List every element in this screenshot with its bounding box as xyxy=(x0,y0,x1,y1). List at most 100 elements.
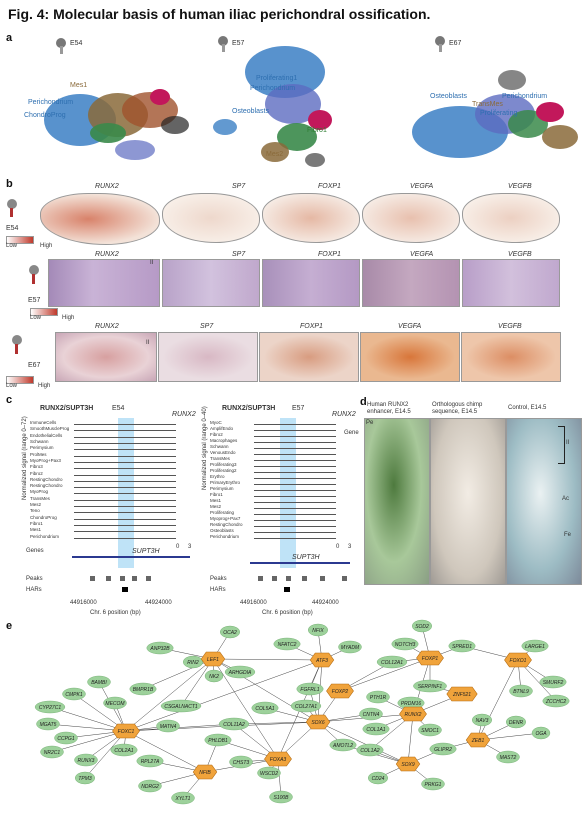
node-label: TPM3 xyxy=(78,776,92,782)
node-label: NOTCH3 xyxy=(395,642,416,648)
figure-title: Fig. 4: Molecular basis of human iliac p… xyxy=(8,6,431,22)
target-node-myadm: MYADM xyxy=(338,640,362,654)
tissue-e67-runx2 xyxy=(55,332,157,382)
track-label: Fibro3 xyxy=(30,464,43,470)
node-label: CCPG1 xyxy=(57,736,74,742)
track-line xyxy=(254,448,336,449)
hub-node-foxp2: FOXP2 xyxy=(326,683,354,699)
target-node-nav3: NAV3 xyxy=(472,713,493,727)
c-left-xlabel: Chr. 6 position (bp) xyxy=(90,610,141,616)
tissue-e54-vegfa xyxy=(362,193,460,243)
gene-runx2-r2: RUNX2 xyxy=(95,251,119,258)
node-label: FOXO1 xyxy=(510,658,527,664)
node-label: XYLT1 xyxy=(175,796,191,802)
node-label: PRDM16 xyxy=(401,701,422,707)
d-photo-human xyxy=(364,418,430,585)
track-line xyxy=(254,502,336,503)
c-left-title: RUNX2/SUPT3H xyxy=(40,405,94,412)
node-label: FOXP2 xyxy=(332,689,349,695)
roman-ii-r3: II xyxy=(146,340,150,346)
node-label: SOD2 xyxy=(415,624,429,630)
node-label: FGFRL1 xyxy=(300,687,319,693)
c-right-xlabel: Chr. 6 position (bp) xyxy=(262,610,313,616)
track-label: Mes1 xyxy=(30,527,42,533)
hub-node-sox9: SOX9 xyxy=(395,756,421,772)
target-node-glipr2: GLIPR2 xyxy=(429,742,457,756)
target-node-arhgdia: ARHGDIA xyxy=(224,665,256,679)
tissue-e67-vegfb xyxy=(461,332,561,382)
tissue-e54-vegfb xyxy=(462,193,560,243)
track-label: Macrophages xyxy=(210,438,238,443)
target-node-col11a2: COL11A2 xyxy=(218,717,250,731)
c-left-track-list: ImmuneCells SmoothMuscleProg EndothelialCe… xyxy=(30,420,190,540)
track-label: Schwann xyxy=(210,444,229,449)
network-edge xyxy=(407,713,414,765)
network-edge xyxy=(339,657,431,692)
track-line xyxy=(74,493,176,494)
node-label: MYADM xyxy=(341,645,360,651)
target-node-cmpk1: CMPK1 xyxy=(62,687,86,701)
node-label: NDRG2 xyxy=(141,784,159,790)
gene-vegfa-r2: VEGFA xyxy=(410,251,434,258)
label-chondroprog: ChondroProg xyxy=(24,112,66,119)
node-label: BAMBI xyxy=(91,680,107,686)
track-label: MyoProg xyxy=(30,489,49,495)
legend-high-r1: High xyxy=(40,243,53,249)
tissue-e54-foxp1 xyxy=(262,193,360,243)
track-line xyxy=(74,525,176,526)
hub-node-foxc1: FOXC1 xyxy=(112,723,140,739)
track-line xyxy=(74,468,176,469)
target-node-col1a2: COL1A2 xyxy=(356,743,384,757)
d-photo-chimp xyxy=(430,418,506,585)
node-label: COL5A1 xyxy=(255,706,274,712)
legend-bar-r1 xyxy=(6,236,34,244)
node-label: MGAT5 xyxy=(40,722,57,728)
node-label: PHLDB1 xyxy=(208,738,228,744)
track-label: Proliferating3 xyxy=(210,462,237,467)
stage-e57: E57 xyxy=(232,40,245,47)
node-label: MAST2 xyxy=(500,755,517,761)
stage-b-e67: E67 xyxy=(28,362,41,369)
track-line xyxy=(254,520,336,521)
track-line xyxy=(254,490,336,491)
node-label: ANP32B xyxy=(149,646,170,652)
hub-node-foxa3: FOXA3 xyxy=(264,751,292,767)
hub-node-sox6: SOX6 xyxy=(305,714,331,730)
target-node-oga: OGA xyxy=(531,726,551,740)
track-label: Perimysium xyxy=(30,445,54,451)
embryo-icon-e57 xyxy=(218,36,228,52)
target-node-ccpg1: CCPG1 xyxy=(54,731,78,745)
node-label: DENR xyxy=(509,720,524,726)
target-node-matn4: MATN4 xyxy=(156,719,180,733)
legend-low-r3: Low xyxy=(6,383,18,389)
track-line xyxy=(74,531,176,532)
label-fibro1: Fibro1 xyxy=(307,127,327,134)
node-label: COL27A1 xyxy=(295,704,317,710)
target-node-prdm16: PRDM16 xyxy=(397,696,425,710)
node-label: NFIX xyxy=(312,628,324,634)
track-label: EndothelialCells xyxy=(30,432,63,438)
c-right-peaks: Peaks xyxy=(210,576,227,582)
target-node-col1a1: COL1A1 xyxy=(362,722,390,736)
node-label: CSGALNACT1 xyxy=(164,704,198,710)
label-mes2: Mes2 xyxy=(266,151,284,158)
network-edge xyxy=(125,659,323,732)
track-line xyxy=(74,537,176,539)
node-label: RPL27A xyxy=(141,759,160,765)
track-label: Osteoblasts xyxy=(210,528,234,533)
c-right-axis3: 3 xyxy=(348,544,352,550)
track-line xyxy=(74,506,176,507)
target-node-bmpr1b: BMPR1B xyxy=(129,682,157,696)
roman-ii-r2: II xyxy=(150,260,154,266)
network-edge xyxy=(317,721,409,765)
track-line xyxy=(74,436,176,438)
target-node-ndrg2: NDRG2 xyxy=(138,779,162,793)
node-label: WSCD2 xyxy=(260,771,278,777)
label-perichondrium-e67: Perichondrium xyxy=(502,93,548,100)
node-label: SOX9 xyxy=(401,762,415,768)
embryo-icon-e54 xyxy=(56,38,66,54)
target-node-oca2: OCA2 xyxy=(219,625,240,639)
track-line xyxy=(74,455,176,457)
track-line xyxy=(254,454,336,455)
track-line xyxy=(254,496,336,497)
